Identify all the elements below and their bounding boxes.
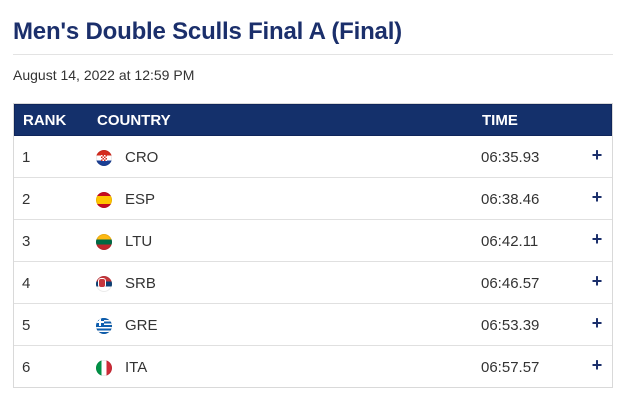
- country-cell: LTU: [125, 233, 153, 250]
- croatia-flag-icon: [96, 150, 112, 166]
- rank-cell: 3: [22, 233, 31, 250]
- lithuania-flag-icon: [96, 234, 112, 250]
- time-cell: 06:35.93: [481, 149, 540, 166]
- country-cell: CRO: [125, 149, 159, 166]
- results-timestamp: August 14, 2022 at 12:59 PM: [13, 67, 195, 83]
- expand-row-icon[interactable]: +: [591, 229, 603, 249]
- country-cell: ITA: [125, 359, 148, 376]
- time-cell: 06:46.57: [481, 275, 540, 292]
- page-title: Men's Double Sculls Final A (Final): [13, 18, 402, 45]
- greece-flag-icon: [96, 318, 112, 334]
- expand-row-icon[interactable]: +: [591, 355, 603, 375]
- time-cell: 06:57.57: [481, 359, 540, 376]
- rank-column-header: RANK: [23, 112, 67, 129]
- expand-row-icon[interactable]: +: [591, 145, 603, 165]
- results-table: RANK COUNTRY TIME 1 CRO 06:35.93 + 2 ESP…: [13, 103, 613, 388]
- expand-row-icon[interactable]: +: [591, 271, 603, 291]
- rank-cell: 6: [22, 359, 31, 376]
- rank-cell: 5: [22, 317, 31, 334]
- table-row[interactable]: 3 LTU 06:42.11 +: [14, 220, 612, 262]
- country-cell: GRE: [125, 317, 158, 334]
- expand-row-icon[interactable]: +: [591, 313, 603, 333]
- time-cell: 06:42.11: [481, 233, 539, 250]
- rank-cell: 4: [22, 275, 31, 292]
- country-cell: ESP: [125, 191, 156, 208]
- table-row[interactable]: 1 CRO 06:35.93 +: [14, 136, 612, 178]
- country-cell: SRB: [125, 275, 156, 292]
- table-row[interactable]: 2 ESP 06:38.46 +: [14, 178, 612, 220]
- time-column-header: TIME: [482, 112, 518, 129]
- italy-flag-icon: [96, 360, 112, 376]
- spain-flag-icon: [96, 192, 112, 208]
- time-cell: 06:53.39: [481, 317, 540, 334]
- table-row[interactable]: 5 GRE 06:53.39 +: [14, 304, 612, 346]
- rank-cell: 1: [22, 149, 31, 166]
- table-row[interactable]: 4 SRB 06:46.57 +: [14, 262, 612, 304]
- time-cell: 06:38.46: [481, 191, 540, 208]
- table-header: RANK COUNTRY TIME: [14, 104, 612, 136]
- table-row[interactable]: 6 ITA 06:57.57 +: [14, 346, 612, 388]
- rank-cell: 2: [22, 191, 31, 208]
- expand-row-icon[interactable]: +: [591, 187, 603, 207]
- title-divider: [13, 54, 613, 55]
- serbia-flag-icon: [96, 276, 112, 292]
- country-column-header: COUNTRY: [97, 112, 171, 129]
